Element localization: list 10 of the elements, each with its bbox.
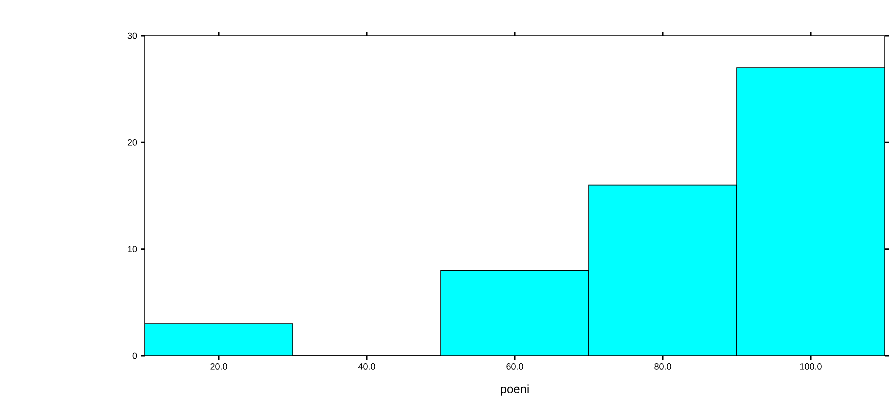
x-tick-label: 100.0 [800,364,822,370]
y-tick-label: 30 [128,32,138,40]
x-tick-label: 60.0 [506,364,524,370]
y-tick-label: 20 [128,139,138,146]
y-tick-label: 10 [128,246,138,253]
x-tick-label: 20.0 [210,364,228,370]
x-tick-label: 80.0 [654,364,672,370]
y-tick-label: 0 [132,352,138,360]
x-axis-title: poeni [501,384,529,396]
x-tick-label: 40.0 [358,364,376,370]
